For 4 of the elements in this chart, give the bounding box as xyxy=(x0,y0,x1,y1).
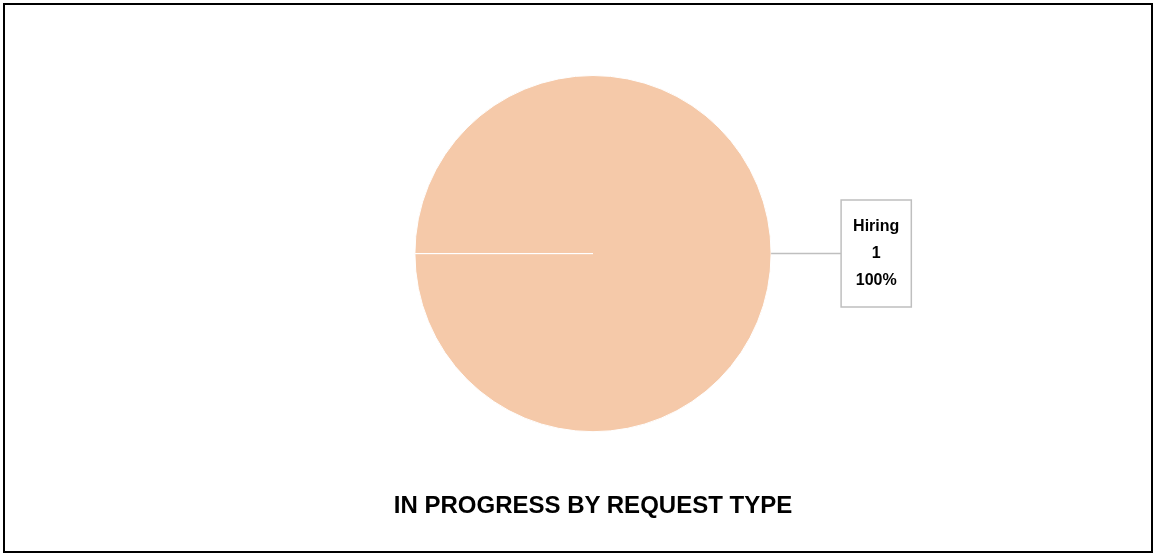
data-label: 1 xyxy=(871,244,881,262)
text: 100% xyxy=(855,271,897,289)
slice-label: Hiring xyxy=(853,217,900,235)
text: IN PROGRESS BY REQUEST TYPE xyxy=(393,491,793,519)
